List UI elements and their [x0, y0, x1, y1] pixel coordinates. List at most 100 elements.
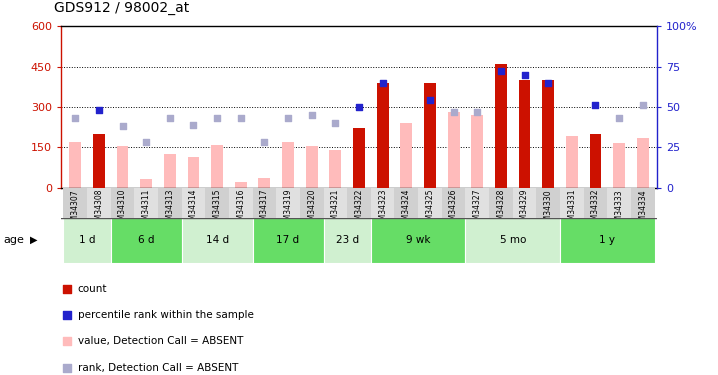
- Bar: [134, 188, 158, 218]
- Bar: [324, 188, 348, 218]
- Bar: [70, 142, 81, 188]
- Bar: [465, 217, 560, 262]
- Bar: [229, 188, 253, 218]
- Point: [495, 68, 507, 74]
- Point: [93, 107, 105, 113]
- Text: GSM34334: GSM34334: [638, 189, 648, 231]
- Bar: [536, 188, 560, 218]
- Point: [306, 112, 317, 118]
- Point: [519, 72, 531, 78]
- Bar: [513, 188, 536, 218]
- Point: [330, 120, 341, 126]
- Text: GSM34316: GSM34316: [236, 189, 246, 231]
- Bar: [111, 217, 182, 262]
- Point: [448, 109, 460, 115]
- Bar: [276, 188, 300, 218]
- Text: 5 mo: 5 mo: [500, 235, 526, 245]
- Point: [164, 115, 176, 121]
- Bar: [205, 188, 229, 218]
- Bar: [589, 134, 602, 188]
- Bar: [211, 144, 223, 188]
- Text: GSM34332: GSM34332: [591, 189, 600, 231]
- Text: GSM34307: GSM34307: [70, 189, 80, 231]
- Text: 1 y: 1 y: [600, 235, 615, 245]
- Bar: [542, 80, 554, 188]
- Point: [472, 109, 483, 115]
- Bar: [63, 188, 87, 218]
- Bar: [87, 188, 111, 218]
- Bar: [566, 136, 578, 188]
- Bar: [235, 182, 247, 188]
- Point: [637, 102, 648, 108]
- Bar: [330, 150, 341, 188]
- Point: [62, 312, 73, 318]
- Point: [282, 115, 294, 121]
- Bar: [164, 154, 176, 188]
- Text: GSM34313: GSM34313: [165, 189, 174, 231]
- Point: [258, 140, 270, 146]
- Bar: [348, 188, 370, 218]
- Bar: [465, 188, 489, 218]
- Text: GSM34326: GSM34326: [449, 189, 458, 231]
- Bar: [116, 146, 129, 188]
- Bar: [377, 83, 388, 188]
- Bar: [111, 188, 134, 218]
- Bar: [140, 180, 152, 188]
- Text: GSM34331: GSM34331: [567, 189, 577, 231]
- Point: [62, 338, 73, 344]
- Bar: [495, 64, 507, 188]
- Text: GSM34310: GSM34310: [118, 189, 127, 231]
- Bar: [418, 188, 442, 218]
- Bar: [63, 217, 111, 262]
- Text: rank, Detection Call = ABSENT: rank, Detection Call = ABSENT: [78, 363, 238, 373]
- Text: 14 d: 14 d: [205, 235, 228, 245]
- Point: [589, 102, 601, 108]
- Text: GSM34324: GSM34324: [402, 189, 411, 231]
- Bar: [471, 115, 483, 188]
- Point: [613, 115, 625, 121]
- Text: GSM34333: GSM34333: [615, 189, 624, 231]
- Text: 6 d: 6 d: [138, 235, 154, 245]
- Bar: [353, 128, 365, 188]
- Bar: [560, 217, 655, 262]
- Bar: [442, 188, 465, 218]
- Text: GSM34308: GSM34308: [94, 189, 103, 231]
- Bar: [518, 80, 531, 188]
- Point: [70, 115, 81, 121]
- Text: GSM34329: GSM34329: [520, 189, 529, 231]
- Bar: [560, 188, 584, 218]
- Text: GSM34328: GSM34328: [496, 189, 505, 230]
- Text: GSM34315: GSM34315: [213, 189, 222, 231]
- Bar: [300, 188, 324, 218]
- Text: GSM34317: GSM34317: [260, 189, 269, 231]
- Point: [424, 98, 436, 104]
- Bar: [324, 217, 370, 262]
- Point: [141, 140, 152, 146]
- Text: GSM34325: GSM34325: [426, 189, 434, 231]
- Text: 17 d: 17 d: [276, 235, 299, 245]
- Point: [235, 115, 246, 121]
- Bar: [424, 83, 436, 188]
- Point: [62, 286, 73, 292]
- Text: ▶: ▶: [30, 235, 37, 245]
- Text: GSM34327: GSM34327: [472, 189, 482, 231]
- Bar: [370, 188, 394, 218]
- Bar: [613, 143, 625, 188]
- Bar: [370, 217, 465, 262]
- Text: 1 d: 1 d: [79, 235, 95, 245]
- Text: GDS912 / 98002_at: GDS912 / 98002_at: [54, 1, 189, 15]
- Bar: [253, 217, 324, 262]
- Point: [211, 115, 223, 121]
- Text: 23 d: 23 d: [335, 235, 359, 245]
- Bar: [631, 188, 655, 218]
- Text: age: age: [4, 235, 24, 245]
- Point: [117, 123, 129, 129]
- Text: GSM34330: GSM34330: [544, 189, 553, 231]
- Bar: [637, 138, 648, 188]
- Bar: [607, 188, 631, 218]
- Bar: [258, 178, 270, 188]
- Text: GSM34311: GSM34311: [141, 189, 151, 230]
- Text: value, Detection Call = ABSENT: value, Detection Call = ABSENT: [78, 336, 243, 346]
- Text: percentile rank within the sample: percentile rank within the sample: [78, 310, 253, 320]
- Bar: [93, 134, 105, 188]
